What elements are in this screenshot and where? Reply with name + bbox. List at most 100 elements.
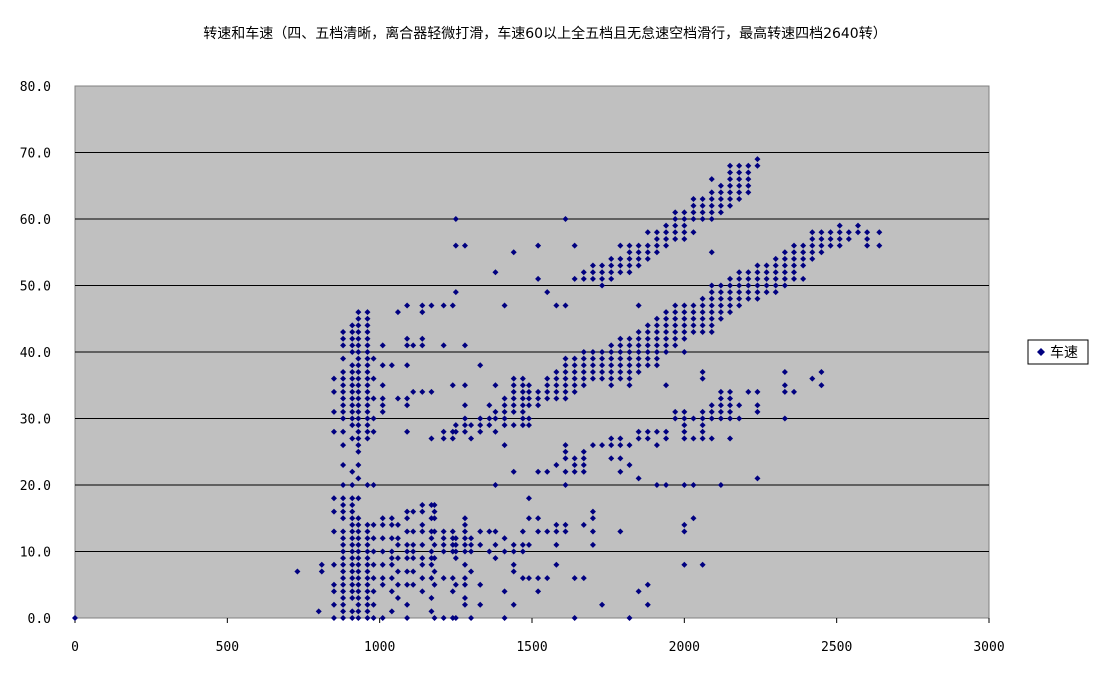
data-point [449,302,456,309]
data-point [355,515,362,522]
data-point [370,355,377,362]
data-point [340,535,347,542]
data-point [449,575,456,582]
data-point [681,435,688,442]
data-point [525,402,532,409]
data-point [501,442,508,449]
data-point [876,229,883,236]
data-point [468,535,475,542]
data-point [349,482,356,488]
data-point [791,275,798,282]
data-point [827,229,834,236]
data-point [571,455,578,462]
data-point [653,235,660,242]
data-point [589,375,596,382]
data-point [854,222,861,229]
data-point [717,482,724,488]
data-point [388,575,395,582]
data-point [349,395,356,402]
data-point [370,561,377,568]
data-point [571,468,578,475]
data-point [763,269,770,276]
data-point [364,588,371,595]
data-point [330,561,337,568]
data-point [404,615,411,621]
data-point [681,428,688,435]
data-point [364,415,371,422]
data-point [562,395,569,402]
y-tick-label: 80.0 [20,80,51,95]
data-point [355,342,362,349]
data-point [699,408,706,415]
data-point [699,295,706,302]
data-point [468,568,475,575]
data-point [519,408,526,415]
data-point [370,375,377,382]
data-point [364,388,371,395]
data-point [468,422,475,429]
data-point [449,428,456,435]
data-point [428,555,435,562]
data-point [763,289,770,296]
data-point [580,368,587,375]
data-point [440,302,447,309]
data-point [461,428,468,435]
data-point [525,575,532,582]
data-point [653,428,660,435]
data-point [525,541,532,548]
data-point [355,608,362,615]
data-point [419,335,426,342]
data-point [501,402,508,409]
data-point [553,368,560,375]
data-point [781,382,788,389]
data-point [477,362,484,369]
data-point [653,442,660,449]
data-point [635,242,642,249]
data-point [800,249,807,256]
data-point [589,349,596,355]
data-point [617,455,624,462]
data-point [519,395,526,402]
data-point [562,362,569,369]
data-point [394,535,401,542]
data-point [364,309,371,316]
data-point [626,362,633,369]
data-point [580,575,587,582]
data-point [617,368,624,375]
data-point [690,322,697,329]
data-point [461,521,468,528]
data-point [349,468,356,475]
data-point [599,262,606,269]
data-point [663,342,670,349]
data-point [562,388,569,395]
data-point [379,521,386,528]
data-point [349,588,356,595]
data-point [340,382,347,389]
data-point [364,435,371,442]
data-point [364,355,371,362]
data-point [617,335,624,342]
data-point [501,588,508,595]
data-point [379,535,386,542]
data-point [330,508,337,515]
data-point [681,335,688,342]
data-point [626,249,633,256]
data-point [736,302,743,309]
data-point [653,329,660,336]
data-point [364,428,371,435]
data-point [349,342,356,349]
data-point [525,382,532,389]
data-point [340,561,347,568]
data-point [681,229,688,236]
data-point [708,209,715,216]
data-point [388,362,395,369]
data-point [419,501,426,508]
data-point [727,402,734,409]
data-point [717,309,724,316]
data-point [364,608,371,615]
data-point [681,235,688,242]
data-point [708,216,715,222]
data-point [672,322,679,329]
data-point [708,315,715,322]
data-point [809,235,816,242]
